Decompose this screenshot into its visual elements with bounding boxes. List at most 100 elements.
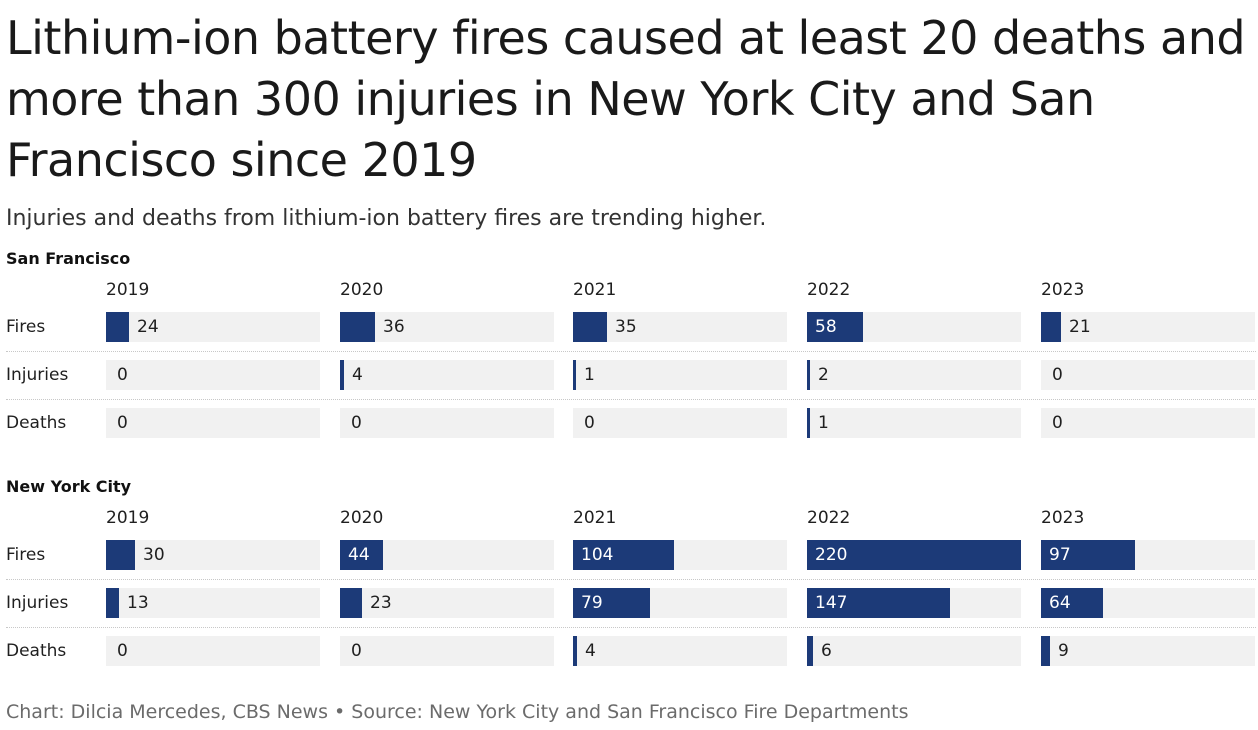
bar-track [807, 360, 1021, 390]
chart-source-footer: Chart: Dilcia Mercedes, CBS News • Sourc… [6, 701, 909, 723]
row-label: Injuries [6, 593, 69, 613]
bar [1041, 636, 1050, 666]
bar [573, 540, 674, 570]
year-header: 2019 [106, 280, 150, 300]
bar-track [106, 360, 320, 390]
data-label: 0 [1052, 365, 1063, 385]
data-label: 6 [821, 641, 832, 661]
bar-track [340, 588, 554, 618]
bar-track [340, 360, 554, 390]
bar [807, 408, 810, 438]
bar [807, 636, 813, 666]
bar-track [340, 312, 554, 342]
data-label: 13 [127, 593, 149, 613]
row-label: Fires [6, 545, 46, 565]
year-header: 2019 [106, 508, 150, 528]
year-header: 2022 [807, 280, 851, 300]
chart-subtitle: Injuries and deaths from lithium-ion bat… [6, 206, 767, 231]
row-separator [6, 351, 1256, 352]
bar-track [106, 312, 320, 342]
bar [1041, 312, 1061, 342]
year-header: 2020 [340, 280, 384, 300]
data-label: 79 [581, 593, 603, 613]
data-label: 0 [117, 413, 128, 433]
bar [106, 312, 129, 342]
data-label: 0 [117, 365, 128, 385]
bar-track [1041, 360, 1255, 390]
bar-track [106, 588, 320, 618]
bar-track [1041, 312, 1255, 342]
year-header: 2021 [573, 280, 617, 300]
bar [340, 360, 344, 390]
bar-track [340, 636, 554, 666]
bar-track [106, 408, 320, 438]
data-label: 9 [1058, 641, 1069, 661]
bar [1041, 588, 1103, 618]
row-separator [6, 579, 1256, 580]
bar [807, 540, 1021, 570]
bar [573, 360, 576, 390]
row-label: Injuries [6, 365, 69, 385]
panel-title: New York City [6, 477, 132, 496]
data-label: 30 [143, 545, 165, 565]
bar [573, 312, 607, 342]
bar [573, 588, 650, 618]
bar-track [807, 636, 1021, 666]
data-label: 2 [818, 365, 829, 385]
year-header: 2022 [807, 508, 851, 528]
bar [573, 636, 577, 666]
row-label: Deaths [6, 413, 67, 433]
row-separator [6, 399, 1256, 400]
bar-track [573, 360, 787, 390]
row-label: Fires [6, 317, 46, 337]
bar [807, 312, 863, 342]
bar-track [1041, 636, 1255, 666]
data-label: 0 [117, 641, 128, 661]
year-header: 2023 [1041, 280, 1085, 300]
data-label: 0 [351, 413, 362, 433]
row-label: Deaths [6, 641, 67, 661]
data-label: 0 [584, 413, 595, 433]
bar-track [106, 636, 320, 666]
year-header: 2020 [340, 508, 384, 528]
data-label: 147 [815, 593, 848, 613]
bar [340, 540, 383, 570]
data-label: 35 [615, 317, 637, 337]
data-label: 44 [348, 545, 370, 565]
data-label: 1 [584, 365, 595, 385]
data-label: 36 [383, 317, 405, 337]
bar [106, 588, 119, 618]
bar [340, 588, 362, 618]
data-label: 23 [370, 593, 392, 613]
data-label: 97 [1049, 545, 1071, 565]
bar-track [340, 408, 554, 438]
bar [340, 312, 375, 342]
bar-track [573, 408, 787, 438]
bar-track [573, 312, 787, 342]
data-label: 0 [1052, 413, 1063, 433]
bar [807, 360, 810, 390]
bar-track [1041, 408, 1255, 438]
row-separator [6, 627, 1256, 628]
year-header: 2021 [573, 508, 617, 528]
bar [807, 588, 950, 618]
data-label: 4 [585, 641, 596, 661]
data-label: 24 [137, 317, 159, 337]
bar [1041, 540, 1135, 570]
data-label: 4 [352, 365, 363, 385]
data-label: 58 [815, 317, 837, 337]
data-label: 21 [1069, 317, 1091, 337]
data-label: 1 [818, 413, 829, 433]
bar-track [807, 408, 1021, 438]
year-header: 2023 [1041, 508, 1085, 528]
bar [106, 540, 135, 570]
panel-title: San Francisco [6, 249, 131, 268]
data-label: 104 [581, 545, 614, 565]
bar-track [106, 540, 320, 570]
data-label: 0 [351, 641, 362, 661]
data-label: 220 [815, 545, 848, 565]
bar-track [573, 636, 787, 666]
data-label: 64 [1049, 593, 1071, 613]
chart-title: Lithium-ion battery fires caused at leas… [6, 11, 1246, 187]
